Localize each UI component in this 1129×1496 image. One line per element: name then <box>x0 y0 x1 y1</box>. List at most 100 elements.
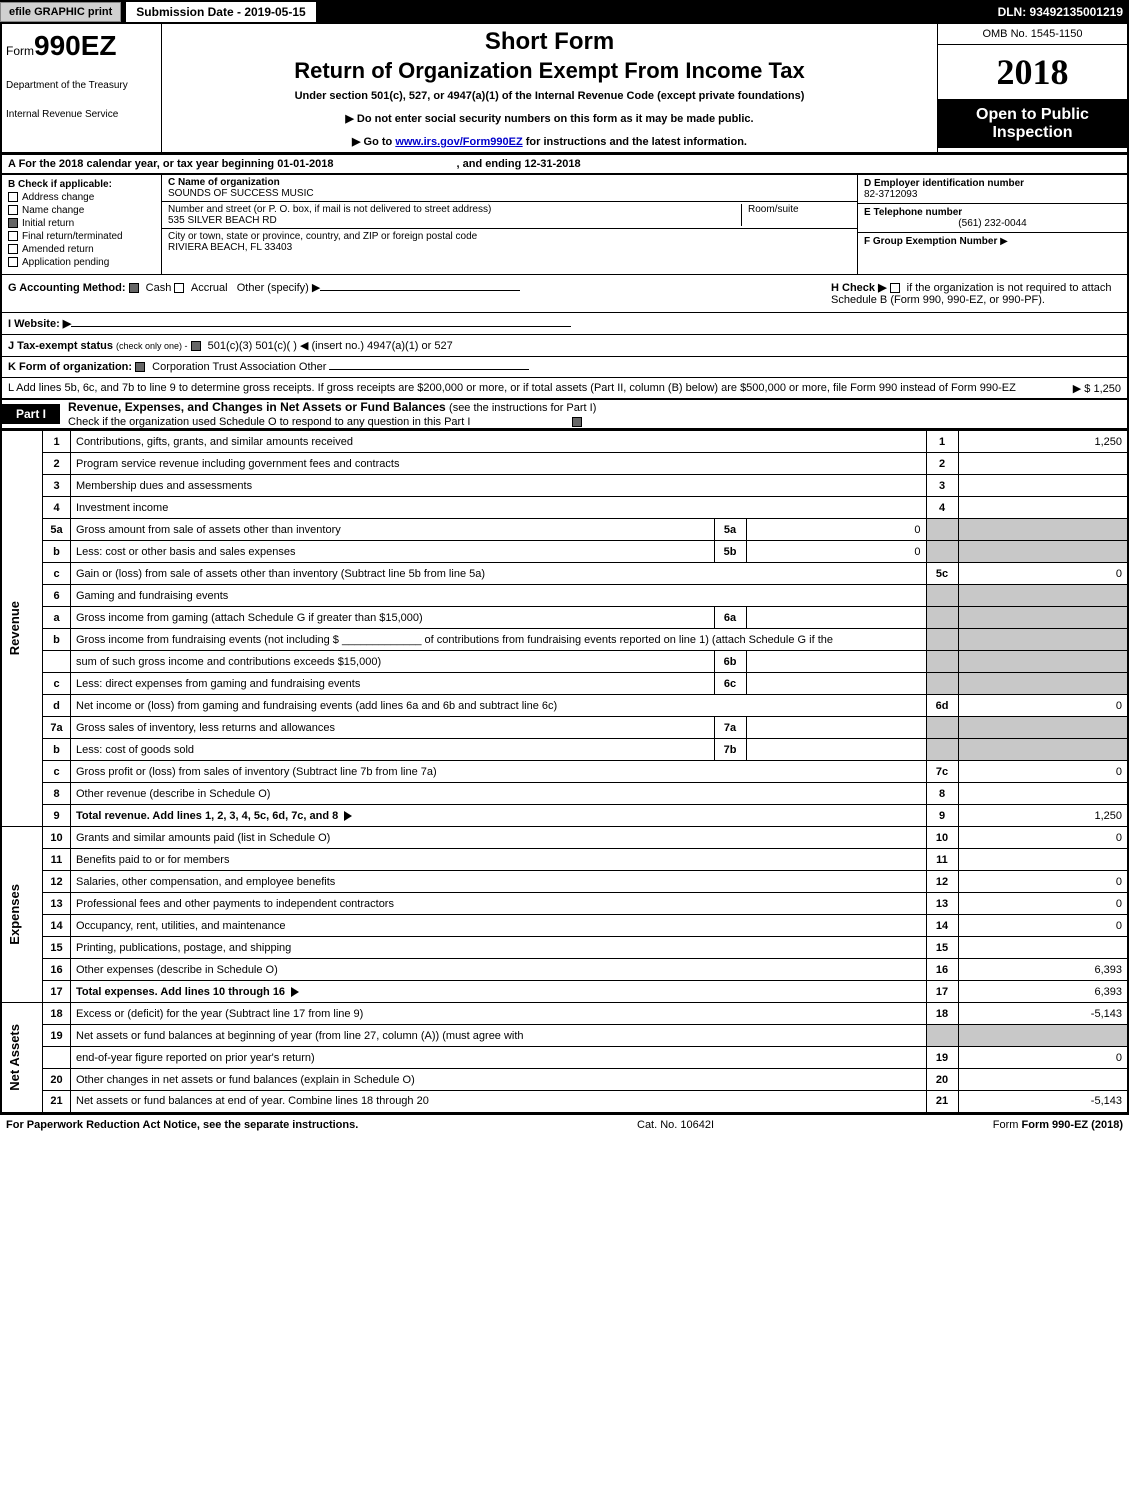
chk-amended[interactable]: Amended return <box>8 244 155 255</box>
group-exemption-cell: F Group Exemption Number ▶ <box>858 233 1127 250</box>
checkbox-icon <box>8 244 18 254</box>
header-left: Form990EZ Department of the Treasury Int… <box>2 24 162 152</box>
subtitle: Under section 501(c), 527, or 4947(a)(1)… <box>172 90 927 102</box>
line-k: K Form of organization: Corporation Trus… <box>0 357 1129 378</box>
line-g: G Accounting Method: Cash Accrual Other … <box>8 281 520 306</box>
org-name: SOUNDS OF SUCCESS MUSIC <box>168 188 314 199</box>
f-arrow: ▶ <box>1000 236 1008 247</box>
form-990ez: 990EZ <box>34 30 117 61</box>
table-row: 7aGross sales of inventory, less returns… <box>1 717 1128 739</box>
table-row: 19Net assets or fund balances at beginni… <box>1 1025 1128 1047</box>
other-specify-input[interactable] <box>320 290 520 291</box>
table-row: 17Total expenses. Add lines 10 through 1… <box>1 981 1128 1003</box>
table-row: 5aGross amount from sale of assets other… <box>1 519 1128 541</box>
table-row: Revenue 1 Contributions, gifts, grants, … <box>1 431 1128 453</box>
header-right: OMB No. 1545-1150 2018 Open to Public In… <box>937 24 1127 152</box>
part-tag: Part I <box>2 404 60 424</box>
irs-label: Internal Revenue Service <box>6 109 157 120</box>
table-row: 14Occupancy, rent, utilities, and mainte… <box>1 915 1128 937</box>
line-a-ending: , and ending 12-31-2018 <box>457 158 581 170</box>
short-form-title: Short Form <box>172 28 927 56</box>
revenue-vertical-label: Revenue <box>1 431 43 827</box>
line-a-label: A For the 2018 calendar year, or tax yea… <box>8 158 333 170</box>
tax-year: 2018 <box>938 45 1127 100</box>
irs-link[interactable]: www.irs.gov/Form990EZ <box>395 136 522 148</box>
table-row: end-of-year figure reported on prior yea… <box>1 1047 1128 1069</box>
table-row: dNet income or (loss) from gaming and fu… <box>1 695 1128 717</box>
checkbox-icon <box>8 231 18 241</box>
other-org-input[interactable] <box>329 369 529 370</box>
header-middle: Short Form Return of Organization Exempt… <box>162 24 937 152</box>
table-row: 20Other changes in net assets or fund ba… <box>1 1069 1128 1091</box>
table-row: 13Professional fees and other payments t… <box>1 893 1128 915</box>
city-cell: City or town, state or province, country… <box>162 229 857 255</box>
topbar-left: efile GRAPHIC print Submission Date - 20… <box>0 1 317 23</box>
checkbox-icon <box>191 341 201 351</box>
page-footer: For Paperwork Reduction Act Notice, see … <box>0 1114 1129 1135</box>
return-title: Return of Organization Exempt From Incom… <box>172 58 927 84</box>
checkbox-icon <box>129 283 139 293</box>
chk-final-return[interactable]: Final return/terminated <box>8 231 155 242</box>
line-j: J Tax-exempt status (check only one) - 5… <box>0 335 1129 357</box>
address-cell: Number and street (or P. O. box, if mail… <box>162 202 857 229</box>
table-row: cGross profit or (loss) from sales of in… <box>1 761 1128 783</box>
table-row: 9Total revenue. Add lines 1, 2, 3, 4, 5c… <box>1 805 1128 827</box>
checkbox-icon[interactable] <box>890 283 900 293</box>
city-value: RIVIERA BEACH, FL 33403 <box>168 242 292 253</box>
table-row: 6Gaming and fundraising events <box>1 585 1128 607</box>
table-row: 4Investment income 4 <box>1 497 1128 519</box>
chk-address-change[interactable]: Address change <box>8 192 155 203</box>
chk-initial-return[interactable]: Initial return <box>8 218 155 229</box>
phone-value: (561) 232-0044 <box>864 218 1121 229</box>
expenses-vertical-label: Expenses <box>1 827 43 1003</box>
col-b-checkboxes: B Check if applicable: Address change Na… <box>2 175 162 274</box>
table-row: 11Benefits paid to or for members11 <box>1 849 1128 871</box>
f-label: F Group Exemption Number <box>864 236 997 247</box>
table-row: 8Other revenue (describe in Schedule O) … <box>1 783 1128 805</box>
line-i: I Website: ▶ <box>0 313 1129 335</box>
addr-value: 535 SILVER BEACH RD <box>168 215 277 226</box>
org-name-cell: C Name of organization SOUNDS OF SUCCESS… <box>162 175 857 202</box>
checkbox-icon <box>174 283 184 293</box>
chk-name-change[interactable]: Name change <box>8 205 155 216</box>
checkbox-icon <box>8 218 18 228</box>
line-a: A For the 2018 calendar year, or tax yea… <box>0 154 1129 175</box>
line-l-amount: ▶ $ 1,250 <box>1073 382 1121 395</box>
part-1-header: Part I Revenue, Expenses, and Changes in… <box>0 399 1129 430</box>
col-b-middle: C Name of organization SOUNDS OF SUCCESS… <box>162 175 857 274</box>
submission-date: Submission Date - 2019-05-15 <box>125 1 316 23</box>
line-l: L Add lines 5b, 6c, and 7b to line 9 to … <box>0 378 1129 399</box>
checkbox-icon <box>8 257 18 267</box>
table-row: sum of such gross income and contributio… <box>1 651 1128 673</box>
phone-cell: E Telephone number (561) 232-0044 <box>858 204 1127 233</box>
table-row: Expenses 10Grants and similar amounts pa… <box>1 827 1128 849</box>
table-row: Net Assets 18Excess or (deficit) for the… <box>1 1003 1128 1025</box>
table-row: cLess: direct expenses from gaming and f… <box>1 673 1128 695</box>
footer-right: Form Form 990-EZ (2018) <box>993 1119 1123 1131</box>
website-input[interactable] <box>71 326 571 327</box>
part-title: Revenue, Expenses, and Changes in Net As… <box>60 400 596 428</box>
goto-pre: ▶ Go to <box>352 136 395 148</box>
form-prefix: Form <box>6 44 34 58</box>
table-row: 12Salaries, other compensation, and empl… <box>1 871 1128 893</box>
table-row: bLess: cost of goods sold 7b <box>1 739 1128 761</box>
revenue-table: Revenue 1 Contributions, gifts, grants, … <box>0 430 1129 1114</box>
privacy-note: ▶ Do not enter social security numbers o… <box>172 112 927 125</box>
goto-line: ▶ Go to www.irs.gov/Form990EZ for instru… <box>172 135 927 148</box>
omb-number: OMB No. 1545-1150 <box>938 24 1127 45</box>
row-b-container: B Check if applicable: Address change Na… <box>0 175 1129 275</box>
efile-print-button[interactable]: efile GRAPHIC print <box>0 2 121 22</box>
chk-app-pending[interactable]: Application pending <box>8 257 155 268</box>
form-header: Form990EZ Department of the Treasury Int… <box>0 24 1129 154</box>
table-row: 15Printing, publications, postage, and s… <box>1 937 1128 959</box>
table-row: cGain or (loss) from sale of assets othe… <box>1 563 1128 585</box>
d-label: D Employer identification number <box>864 178 1024 189</box>
dept-treasury: Department of the Treasury <box>6 80 157 91</box>
form-number: Form990EZ <box>6 30 157 62</box>
c-label: C Name of organization <box>168 177 280 188</box>
e-label: E Telephone number <box>864 207 962 218</box>
row-g-h: G Accounting Method: Cash Accrual Other … <box>0 275 1129 313</box>
table-row: 2Program service revenue including gover… <box>1 453 1128 475</box>
checkbox-icon <box>572 417 582 427</box>
checkbox-icon <box>8 205 18 215</box>
